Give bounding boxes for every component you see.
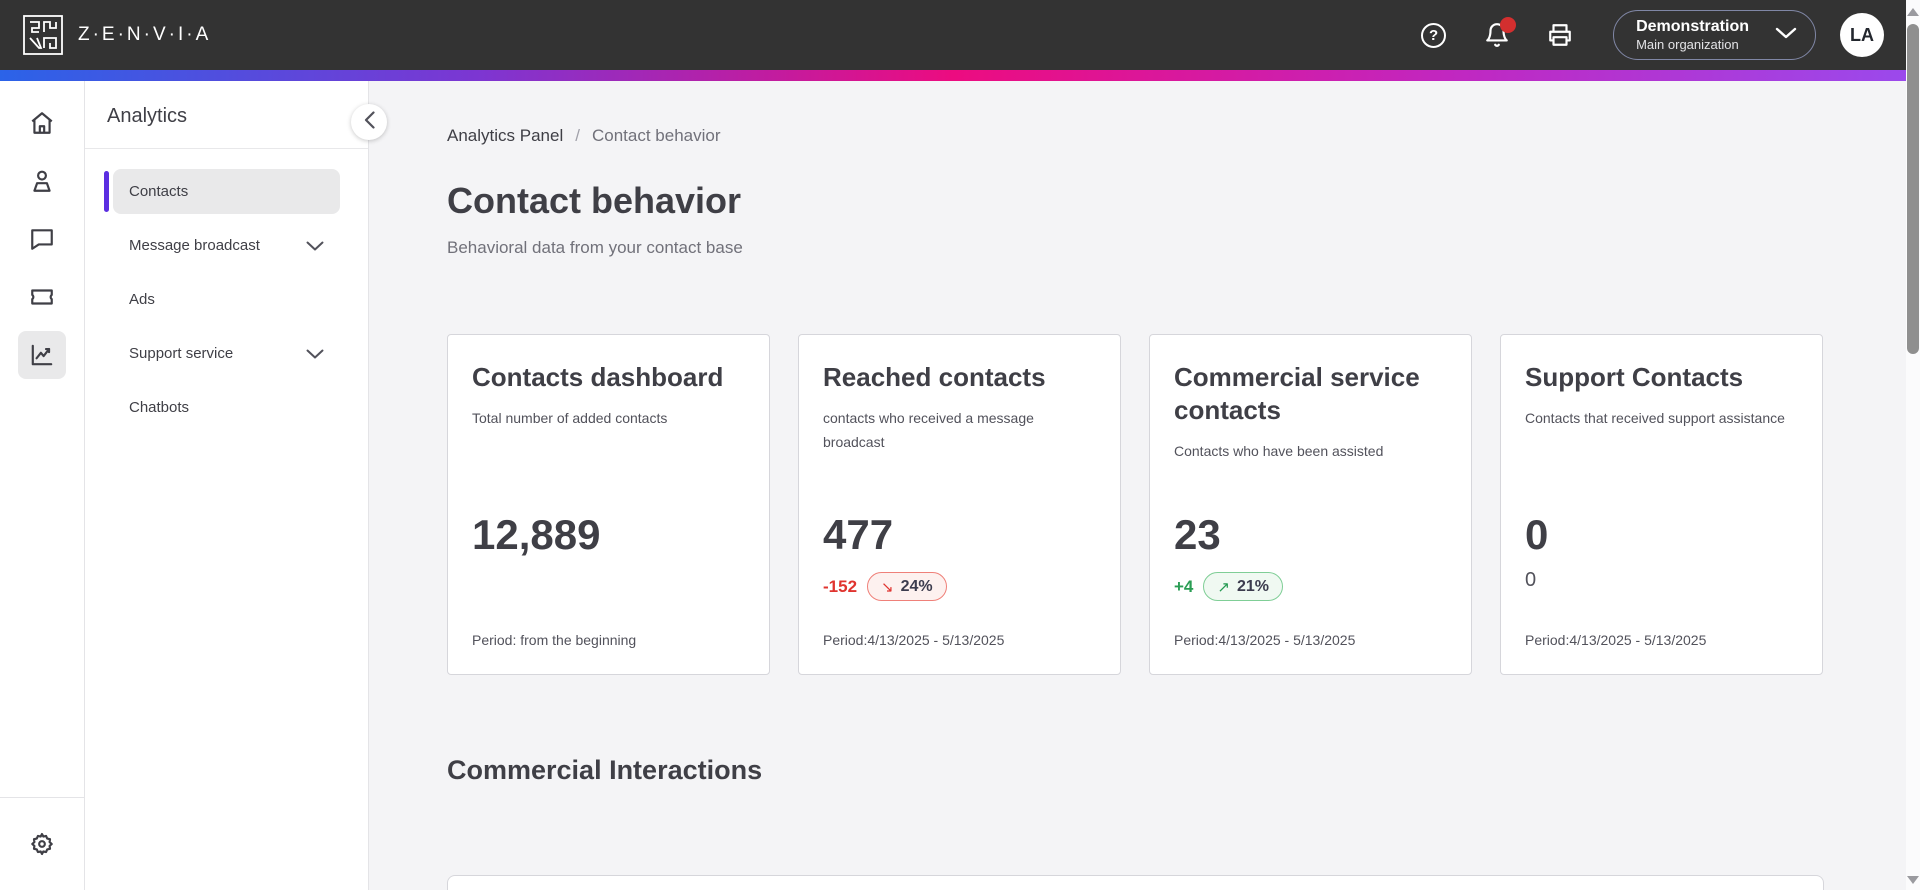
- sidebar-title: Analytics: [107, 105, 188, 127]
- scroll-down-arrow[interactable]: [1907, 876, 1919, 884]
- active-indicator: [104, 171, 109, 212]
- scroll-up-arrow[interactable]: [1907, 8, 1919, 16]
- user-avatar[interactable]: LA: [1840, 13, 1884, 57]
- sidebar-item-label: Contacts: [129, 183, 189, 200]
- sidebar-item-chatbots[interactable]: Chatbots: [113, 385, 340, 430]
- notification-badge: [1500, 16, 1517, 33]
- card-description: contacts who received a message broadcas…: [823, 410, 1034, 450]
- delta-value: +4: [1174, 576, 1194, 596]
- arrow-up-right-icon: ↗: [1217, 577, 1230, 596]
- divider: [85, 148, 368, 149]
- card-period: Period: from the beginning: [472, 632, 637, 648]
- zenvia-logo-icon: [22, 14, 64, 56]
- card-description: Contacts that received support assistanc…: [1525, 410, 1785, 426]
- commercial-interactions-panel: [447, 875, 1824, 890]
- card-support-contacts: Support Contacts Contacts that received …: [1500, 334, 1823, 675]
- card-sub-value: 0: [1525, 569, 1537, 591]
- sidebar-item-ads[interactable]: Ads: [113, 277, 340, 322]
- trend-badge: ↘ 24%: [867, 572, 947, 601]
- card-delta-row: +4 ↗ 21%: [1174, 572, 1283, 601]
- icon-rail: [0, 81, 85, 890]
- chat-icon[interactable]: [18, 215, 66, 263]
- chevron-down-icon: [306, 241, 324, 251]
- home-icon[interactable]: [18, 99, 66, 147]
- help-icon[interactable]: ?: [1420, 22, 1447, 49]
- page-title: Contact behavior: [447, 180, 742, 221]
- sidebar-item-contacts[interactable]: Contacts: [104, 169, 340, 214]
- sidebar-item-label: Ads: [129, 291, 155, 308]
- card-title: Support Contacts: [1525, 362, 1744, 392]
- brand-name: Z·E·N·V·I·A: [78, 24, 212, 45]
- ticket-icon[interactable]: [18, 273, 66, 321]
- notifications-bell-icon[interactable]: [1483, 16, 1517, 49]
- breadcrumb: Analytics Panel / Contact behavior: [447, 125, 1824, 147]
- badge-percent: 21%: [1236, 577, 1269, 595]
- card-contacts-dashboard: Contacts dashboard Total number of added…: [447, 334, 770, 675]
- card-title: Contacts dashboard: [472, 362, 724, 392]
- sidebar-item-label: Message broadcast: [129, 237, 260, 254]
- card-value: 23: [1174, 511, 1221, 558]
- page-subtitle: Behavioral data from your contact base: [447, 238, 743, 257]
- divider: [0, 797, 85, 798]
- card-period: Period:4/13/2025 - 5/13/2025: [1525, 632, 1707, 648]
- main-content: Analytics Panel / Contact behavior Conta…: [369, 81, 1906, 890]
- card-title: Reached contacts: [823, 362, 1046, 392]
- sidebar-item-label: Support service: [129, 345, 234, 362]
- settings-gear-icon[interactable]: [18, 820, 66, 868]
- top-bar: Z·E·N·V·I·A ?: [0, 0, 1906, 70]
- card-value: 12,889: [472, 511, 601, 558]
- chevron-left-icon: [364, 110, 375, 134]
- card-reached-contacts: Reached contacts contacts who received a…: [798, 334, 1121, 675]
- sidebar-item-message-broadcast[interactable]: Message broadcast: [113, 223, 340, 268]
- sidebar-item-label: Chatbots: [129, 399, 190, 416]
- analytics-sidebar: Analytics Contacts Message broadcast: [85, 81, 369, 890]
- collapse-sidebar-button[interactable]: [351, 104, 387, 140]
- delta-value: -152: [823, 576, 858, 596]
- card-period: Period:4/13/2025 - 5/13/2025: [823, 632, 1005, 648]
- organization-switcher[interactable]: Demonstration Main organization: [1613, 10, 1816, 60]
- arrow-down-right-icon: ↘: [881, 577, 894, 596]
- sidebar-item-support-service[interactable]: Support service: [113, 331, 340, 376]
- trend-badge: ↗ 21%: [1203, 572, 1283, 601]
- kpi-cards-row: Contacts dashboard Total number of added…: [447, 334, 1824, 675]
- section-title-commercial-interactions: Commercial Interactions: [447, 755, 763, 785]
- scrollbar-thumb[interactable]: [1907, 24, 1919, 354]
- card-title: Commercial service contacts: [1174, 362, 1420, 425]
- printer-icon[interactable]: [1546, 22, 1573, 49]
- card-delta-row: -152 ↘ 24%: [823, 572, 947, 601]
- card-period: Period:4/13/2025 - 5/13/2025: [1174, 632, 1356, 648]
- badge-percent: 24%: [900, 577, 933, 595]
- card-description: Contacts who have been assisted: [1174, 443, 1384, 459]
- breadcrumb-current: Contact behavior: [591, 126, 721, 145]
- organization-name: Demonstration: [1636, 17, 1749, 35]
- brand-gradient-strip: [0, 70, 1906, 81]
- card-value: 477: [823, 511, 894, 558]
- analytics-icon[interactable]: [18, 331, 66, 379]
- breadcrumb-separator: /: [575, 126, 580, 145]
- chevron-down-icon: [306, 349, 324, 359]
- breadcrumb-analytics-panel[interactable]: Analytics Panel: [447, 126, 564, 145]
- card-commercial-service-contacts: Commercial service contacts Contacts who…: [1149, 334, 1472, 675]
- chevron-down-icon: [1775, 26, 1797, 44]
- vertical-scrollbar[interactable]: [1906, 0, 1920, 890]
- card-value: 0: [1525, 511, 1549, 558]
- organization-subtitle: Main organization: [1636, 36, 1739, 52]
- card-description: Total number of added contacts: [472, 410, 668, 426]
- contacts-icon[interactable]: [18, 157, 66, 205]
